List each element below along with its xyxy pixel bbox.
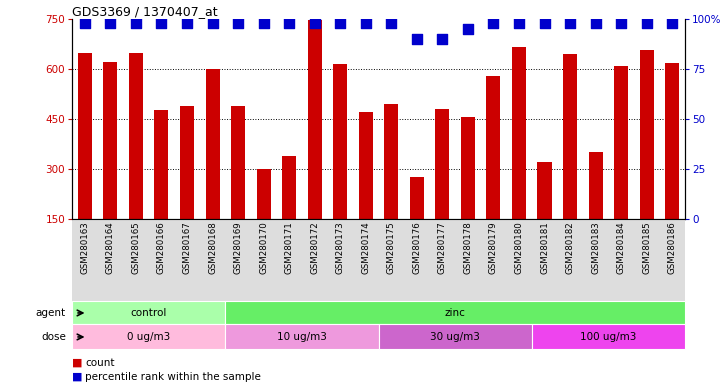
Bar [410,177,424,219]
Bar [512,48,526,219]
Point [335,20,346,26]
Bar [461,118,475,219]
Bar [129,53,143,219]
Bar [537,162,552,219]
Bar [487,76,500,219]
Text: 30 ug/m3: 30 ug/m3 [430,332,480,342]
Text: GSM280169: GSM280169 [234,221,242,274]
Text: GDS3369 / 1370407_at: GDS3369 / 1370407_at [72,5,218,18]
Bar [154,110,169,219]
Point [437,36,448,42]
Bar [435,109,449,219]
Bar [665,63,679,219]
Point [360,20,371,26]
Point [181,20,193,26]
Point [590,20,601,26]
Text: GSM280172: GSM280172 [310,221,319,274]
Text: ■: ■ [72,358,86,368]
Bar [614,66,628,219]
Text: zinc: zinc [445,308,466,318]
Text: agent: agent [36,308,66,318]
Text: dose: dose [41,332,66,342]
Point [309,20,320,26]
Point [258,20,270,26]
Text: percentile rank within the sample: percentile rank within the sample [85,372,261,382]
Text: GSM280182: GSM280182 [565,221,575,274]
Point [207,20,218,26]
Point [539,20,550,26]
Text: GSM280175: GSM280175 [386,221,396,274]
Bar [231,106,245,219]
Bar [563,54,577,219]
Point [232,20,244,26]
Bar [379,324,531,349]
Point [283,20,295,26]
Text: GSM280165: GSM280165 [131,221,141,274]
Text: GSM280174: GSM280174 [361,221,371,274]
Text: GSM280173: GSM280173 [336,221,345,274]
Bar [180,106,194,219]
Point [105,20,116,26]
Bar [588,152,603,219]
Text: GSM280176: GSM280176 [412,221,421,274]
Text: GSM280171: GSM280171 [285,221,293,274]
Bar [72,324,225,349]
Bar [205,69,220,219]
Text: GSM280167: GSM280167 [182,221,192,274]
Point [156,20,167,26]
Text: control: control [131,308,167,318]
Text: GSM280163: GSM280163 [80,221,89,274]
Text: GSM280179: GSM280179 [489,221,498,274]
Text: GSM280164: GSM280164 [106,221,115,274]
Bar [384,104,398,219]
Text: GSM280170: GSM280170 [259,221,268,274]
Text: GSM280181: GSM280181 [540,221,549,274]
Text: GSM280183: GSM280183 [591,221,600,274]
Text: GSM280177: GSM280177 [438,221,447,274]
Point [565,20,576,26]
Text: 0 ug/m3: 0 ug/m3 [127,332,170,342]
Point [641,20,653,26]
Bar [103,62,118,219]
Point [411,36,423,42]
Text: count: count [85,358,115,368]
Point [513,20,525,26]
Point [386,20,397,26]
Text: GSM280166: GSM280166 [157,221,166,274]
Text: GSM280178: GSM280178 [464,221,472,274]
Text: ■: ■ [72,372,86,382]
Text: GSM280186: GSM280186 [668,221,677,274]
Bar [225,324,379,349]
Point [131,20,142,26]
Bar [282,156,296,219]
Point [79,20,91,26]
Bar [225,301,685,324]
Text: 100 ug/m3: 100 ug/m3 [580,332,637,342]
Bar [359,113,373,219]
Text: GSM280184: GSM280184 [616,221,626,274]
Text: 10 ug/m3: 10 ug/m3 [277,332,327,342]
Bar [308,20,322,219]
Bar [640,50,654,219]
Bar [531,324,685,349]
Text: GSM280168: GSM280168 [208,221,217,274]
Point [666,20,678,26]
Bar [72,301,225,324]
Point [615,20,627,26]
Bar [78,53,92,219]
Bar [333,64,348,219]
Text: GSM280185: GSM280185 [642,221,651,274]
Bar [257,169,270,219]
Point [487,20,499,26]
Point [462,26,474,32]
Text: GSM280180: GSM280180 [515,221,523,274]
